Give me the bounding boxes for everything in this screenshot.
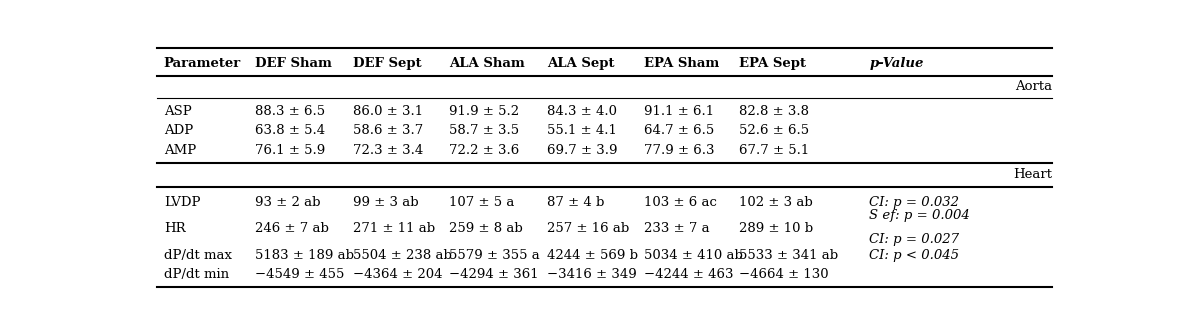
Text: 72.3 ± 3.4: 72.3 ± 3.4 bbox=[353, 144, 423, 157]
Text: 67.7 ± 5.1: 67.7 ± 5.1 bbox=[739, 144, 810, 157]
Text: 99 ± 3 ab: 99 ± 3 ab bbox=[353, 196, 419, 209]
Text: 86.0 ± 3.1: 86.0 ± 3.1 bbox=[353, 105, 423, 118]
Text: EPA Sept: EPA Sept bbox=[739, 57, 806, 70]
Text: ALA Sept: ALA Sept bbox=[547, 57, 614, 70]
Text: S ef: p = 0.004: S ef: p = 0.004 bbox=[869, 209, 970, 222]
Text: HR: HR bbox=[164, 222, 185, 235]
Text: 5579 ± 355 a: 5579 ± 355 a bbox=[449, 249, 540, 262]
Text: Aorta: Aorta bbox=[1015, 80, 1052, 94]
Text: dP/dt min: dP/dt min bbox=[164, 268, 229, 281]
Text: 107 ± 5 a: 107 ± 5 a bbox=[449, 196, 514, 209]
Text: 52.6 ± 6.5: 52.6 ± 6.5 bbox=[739, 124, 810, 137]
Text: −3416 ± 349: −3416 ± 349 bbox=[547, 268, 637, 281]
Text: 5504 ± 238 ab: 5504 ± 238 ab bbox=[353, 249, 452, 262]
Text: 64.7 ± 6.5: 64.7 ± 6.5 bbox=[644, 124, 713, 137]
Text: 58.7 ± 3.5: 58.7 ± 3.5 bbox=[449, 124, 519, 137]
Text: 103 ± 6 ac: 103 ± 6 ac bbox=[644, 196, 717, 209]
Text: ADP: ADP bbox=[164, 124, 193, 137]
Text: 5034 ± 410 ab: 5034 ± 410 ab bbox=[644, 249, 743, 262]
Text: 69.7 ± 3.9: 69.7 ± 3.9 bbox=[547, 144, 617, 157]
Text: 259 ± 8 ab: 259 ± 8 ab bbox=[449, 222, 522, 235]
Text: 271 ± 11 ab: 271 ± 11 ab bbox=[353, 222, 435, 235]
Text: 91.9 ± 5.2: 91.9 ± 5.2 bbox=[449, 105, 519, 118]
Text: dP/dt max: dP/dt max bbox=[164, 249, 232, 262]
Text: CI: p = 0.027: CI: p = 0.027 bbox=[869, 233, 960, 246]
Text: CI: p = 0.032: CI: p = 0.032 bbox=[869, 196, 960, 209]
Text: Heart: Heart bbox=[1013, 168, 1052, 181]
Text: 63.8 ± 5.4: 63.8 ± 5.4 bbox=[255, 124, 325, 137]
Text: 5533 ± 341 ab: 5533 ± 341 ab bbox=[739, 249, 838, 262]
Text: −4364 ± 204: −4364 ± 204 bbox=[353, 268, 442, 281]
Text: 58.6 ± 3.7: 58.6 ± 3.7 bbox=[353, 124, 423, 137]
Text: 91.1 ± 6.1: 91.1 ± 6.1 bbox=[644, 105, 713, 118]
Text: −4244 ± 463: −4244 ± 463 bbox=[644, 268, 733, 281]
Text: −4549 ± 455: −4549 ± 455 bbox=[255, 268, 344, 281]
Text: DEF Sham: DEF Sham bbox=[255, 57, 332, 70]
Text: 257 ± 16 ab: 257 ± 16 ab bbox=[547, 222, 628, 235]
Text: DEF Sept: DEF Sept bbox=[353, 57, 422, 70]
Text: 84.3 ± 4.0: 84.3 ± 4.0 bbox=[547, 105, 617, 118]
Text: LVDP: LVDP bbox=[164, 196, 200, 209]
Text: 77.9 ± 6.3: 77.9 ± 6.3 bbox=[644, 144, 714, 157]
Text: 55.1 ± 4.1: 55.1 ± 4.1 bbox=[547, 124, 617, 137]
Text: 233 ± 7 a: 233 ± 7 a bbox=[644, 222, 709, 235]
Text: −4664 ± 130: −4664 ± 130 bbox=[739, 268, 829, 281]
Text: 5183 ± 189 ab: 5183 ± 189 ab bbox=[255, 249, 354, 262]
Text: 76.1 ± 5.9: 76.1 ± 5.9 bbox=[255, 144, 325, 157]
Text: Parameter: Parameter bbox=[164, 57, 241, 70]
Text: 4244 ± 569 b: 4244 ± 569 b bbox=[547, 249, 638, 262]
Text: 82.8 ± 3.8: 82.8 ± 3.8 bbox=[739, 105, 810, 118]
Text: 87 ± 4 b: 87 ± 4 b bbox=[547, 196, 604, 209]
Text: AMP: AMP bbox=[164, 144, 196, 157]
Text: 246 ± 7 ab: 246 ± 7 ab bbox=[255, 222, 329, 235]
Text: 93 ± 2 ab: 93 ± 2 ab bbox=[255, 196, 321, 209]
Text: 72.2 ± 3.6: 72.2 ± 3.6 bbox=[449, 144, 519, 157]
Text: EPA Sham: EPA Sham bbox=[644, 57, 719, 70]
Text: 289 ± 10 b: 289 ± 10 b bbox=[739, 222, 814, 235]
Text: CI: p < 0.045: CI: p < 0.045 bbox=[869, 249, 960, 262]
Text: ASP: ASP bbox=[164, 105, 191, 118]
Text: ALA Sham: ALA Sham bbox=[449, 57, 525, 70]
Text: p-Value: p-Value bbox=[869, 57, 923, 70]
Text: 88.3 ± 6.5: 88.3 ± 6.5 bbox=[255, 105, 325, 118]
Text: −4294 ± 361: −4294 ± 361 bbox=[449, 268, 539, 281]
Text: 102 ± 3 ab: 102 ± 3 ab bbox=[739, 196, 814, 209]
